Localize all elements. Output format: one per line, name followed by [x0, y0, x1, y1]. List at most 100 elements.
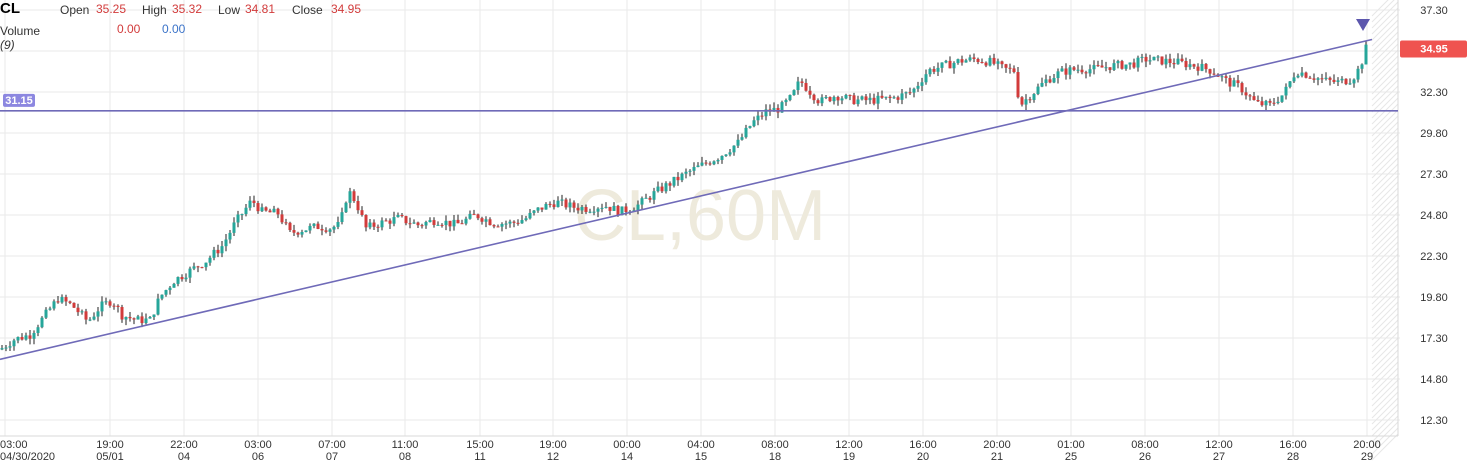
candle [1136, 55, 1140, 72]
candle [36, 324, 40, 337]
candle [440, 223, 444, 228]
candle [1012, 65, 1016, 74]
x-tick-date: 15 [695, 451, 707, 463]
volume-value-1: 0.00 [117, 22, 141, 36]
candle [960, 55, 964, 66]
candle [480, 216, 484, 225]
candle [252, 195, 256, 208]
y-tick-label: 32.30 [1420, 87, 1448, 99]
candle [256, 200, 260, 214]
alert-arrow-icon[interactable] [1356, 19, 1370, 31]
close-value: 34.95 [331, 2, 362, 16]
candle [968, 54, 972, 62]
x-tick-date: 05/01 [96, 451, 124, 463]
candle [596, 207, 600, 218]
candle [976, 57, 980, 65]
candlestick-series [0, 40, 1368, 352]
candle [152, 314, 156, 321]
candle [1032, 93, 1036, 103]
candle [760, 111, 764, 120]
level-price-tag: 31.15 [3, 93, 35, 107]
candle [844, 93, 848, 100]
candle [136, 314, 140, 320]
candle [220, 240, 224, 258]
candle [876, 92, 880, 110]
candle [1132, 58, 1136, 69]
candle [600, 203, 604, 213]
candle [28, 330, 32, 345]
x-tick-date: 06 [252, 451, 264, 463]
candle [788, 94, 792, 102]
candle [408, 217, 412, 229]
x-tick-time: 20:00 [1353, 439, 1381, 451]
candle [532, 210, 536, 216]
candle [536, 207, 540, 213]
candle [1276, 96, 1280, 105]
candle [1128, 62, 1132, 70]
x-tick-date: 04/30/2020 [0, 451, 55, 463]
candle [852, 92, 856, 105]
candle [1268, 98, 1272, 106]
candle [276, 207, 280, 219]
price-axis: 37.3034.8032.3029.8027.3024.8022.3019.80… [1400, 5, 1467, 427]
candle [912, 87, 916, 98]
candle [1080, 65, 1084, 75]
candle [1180, 54, 1184, 63]
candle [304, 230, 308, 233]
x-tick-date: 18 [769, 451, 781, 463]
candle [1224, 73, 1228, 84]
trendline[interactable] [0, 38, 1373, 361]
candle [128, 311, 132, 322]
candle [680, 172, 684, 183]
candle [1068, 65, 1072, 80]
candle [1116, 59, 1120, 69]
candle [300, 229, 304, 238]
candle [1348, 78, 1352, 85]
candle [1048, 75, 1052, 84]
candle [1232, 77, 1236, 87]
candle [732, 145, 736, 156]
candle [588, 208, 592, 214]
candle [996, 58, 1000, 70]
candle [1280, 95, 1284, 103]
candle [1272, 97, 1276, 106]
candle [312, 223, 316, 229]
candle [1236, 75, 1240, 88]
candle [704, 160, 708, 166]
candle [1140, 53, 1144, 63]
candle [932, 66, 936, 75]
x-tick-time: 22:00 [170, 439, 198, 451]
candle [240, 213, 244, 221]
candle [868, 93, 872, 105]
candle [1160, 56, 1164, 66]
candle [748, 125, 752, 129]
candle [1352, 78, 1356, 88]
candle [660, 182, 664, 193]
candle [376, 224, 380, 233]
candle [1204, 63, 1208, 73]
candle [100, 296, 104, 317]
candle [740, 133, 744, 141]
candle [64, 294, 68, 306]
x-tick-time: 15:00 [466, 439, 494, 451]
candle [316, 221, 320, 230]
candle [984, 61, 988, 68]
candle [900, 88, 904, 105]
x-tick-date: 14 [621, 451, 633, 463]
level-tag-label: 31.15 [5, 95, 33, 107]
candle [424, 220, 428, 229]
candle [144, 313, 148, 325]
x-tick-date: 19 [843, 451, 855, 463]
candle [804, 78, 808, 92]
candle [364, 214, 368, 232]
candle [972, 53, 976, 63]
candle [216, 244, 220, 258]
x-tick-date: 11 [474, 451, 485, 463]
candle [396, 212, 400, 218]
candle [108, 299, 112, 308]
candle [32, 330, 36, 345]
candle [940, 62, 944, 73]
candle [96, 306, 100, 322]
